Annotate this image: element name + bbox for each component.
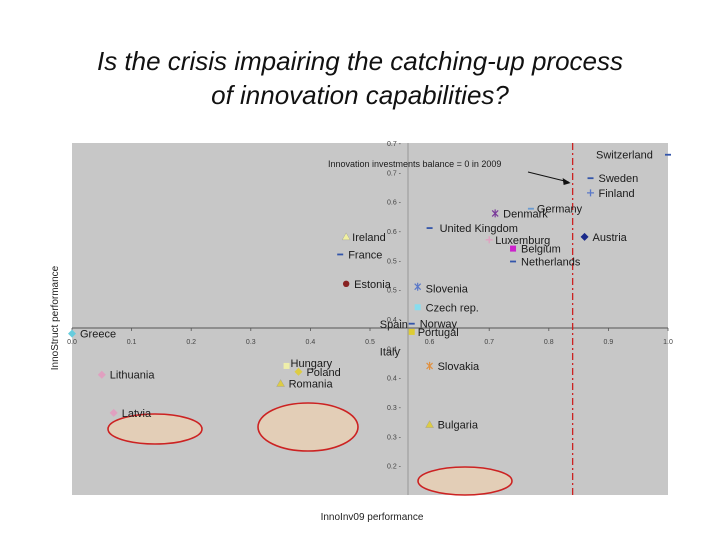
x-tick-label: 1.0	[663, 339, 673, 346]
point-marker-greece	[68, 329, 76, 338]
x-tick-label: 0.3	[246, 339, 256, 346]
point-marker-poland	[294, 367, 303, 376]
point-label-portugal: Portugal	[418, 327, 459, 339]
point-label-switzerland: Switzerland	[596, 150, 653, 162]
y-tick-label: 0.2 -	[387, 464, 402, 471]
point-label-estonia: Estonia	[354, 279, 392, 291]
point-marker-portugal	[408, 328, 415, 335]
annotation-arrow-line	[527, 171, 569, 183]
y-tick-label: 0.6 -	[387, 200, 402, 207]
point-label-ireland: Ireland	[352, 232, 386, 244]
y-tick-label: 0.4 -	[387, 346, 402, 353]
x-tick-label: 0.1	[127, 339, 137, 346]
y-tick-label: 0.4 -	[387, 376, 402, 383]
point-label-bulgaria: Bulgaria	[438, 420, 479, 432]
point-label-belgium: Belgium	[521, 244, 561, 256]
point-marker-lithuania	[97, 370, 106, 379]
point-marker-bulgaria	[425, 420, 434, 428]
x-tick-label: 0.9	[604, 339, 614, 346]
point-marker-slovakia	[426, 361, 434, 370]
highlight-ellipse-bulgaria	[417, 466, 513, 496]
point-label-poland: Poland	[306, 367, 340, 379]
y-tick-label: 0.6 -	[387, 229, 402, 236]
x-tick-label: 0.2	[186, 339, 196, 346]
x-tick-label: 0.4	[306, 339, 316, 346]
point-label-italy: Italy	[380, 346, 401, 358]
annotation-arrow-head	[562, 178, 571, 185]
point-marker-denmark	[491, 209, 499, 218]
x-tick-label: 0.0	[67, 339, 77, 346]
point-marker-latvia	[109, 408, 118, 417]
point-label-sweden: Sweden	[599, 173, 639, 185]
point-label-united-kingdom: United Kingdom	[440, 223, 518, 235]
point-marker-slovenia	[414, 282, 422, 291]
x-tick-label: 0.7	[484, 339, 494, 346]
highlight-ellipse-hungary	[257, 402, 359, 452]
y-tick-label: 0.3 -	[387, 405, 402, 412]
point-marker-austria	[580, 232, 589, 241]
point-label-czech-rep: Czech rep.	[426, 302, 479, 314]
y-tick-label: 0.7 -	[387, 170, 402, 177]
point-marker-hungary	[283, 362, 290, 369]
y-tick-label: 0.7 -	[387, 141, 402, 148]
y-tick-label: 0.5 -	[387, 288, 402, 295]
point-label-greece: Greece	[80, 329, 116, 341]
point-marker-luxemburg	[485, 236, 493, 244]
point-label-denmark: Denmark	[503, 208, 548, 220]
x-tick-label: 0.6	[425, 339, 435, 346]
plot-area: 0.0 0.1 0.2 0.3 0.4 0.5 0.6 0.7 0.8 0.9 1.0 0.7 - 0.…	[50, 141, 673, 523]
x-axis-title: InnoInv09 performance	[321, 512, 424, 523]
point-label-lithuania: Lithuania	[110, 370, 156, 382]
point-label-luxemburg: Luxemburg	[495, 235, 550, 247]
point-label-slovenia: Slovenia	[426, 284, 469, 296]
y-tick-label: 0.3 -	[387, 434, 402, 441]
point-marker-romania	[276, 379, 285, 387]
x-tick-label: 0.5	[365, 339, 375, 346]
highlight-ellipse-lithuania	[107, 413, 203, 445]
point-label-austria: Austria	[593, 232, 628, 244]
point-label-norway: Norway	[420, 319, 458, 331]
point-marker-estonia	[342, 280, 350, 287]
point-label-netherlands: Netherlands	[521, 257, 581, 269]
y-tick-label: 0.4 -	[387, 317, 402, 324]
point-marker-czech-rep	[414, 304, 421, 311]
x-tick-label: 0.8	[544, 339, 554, 346]
slide-title-line-1: Is the crisis impairing the catching-up …	[96, 46, 623, 76]
point-marker-belgium	[510, 245, 517, 252]
slide-title: Is the crisis impairing the catching-up …	[0, 44, 720, 112]
point-marker-ireland	[341, 232, 351, 241]
point-label-slovakia: Slovakia	[438, 361, 480, 373]
point-label-latvia: Latvia	[122, 408, 152, 420]
y-axis-title: InnoStruct performance	[50, 265, 61, 370]
point-label-finland: Finland	[599, 188, 635, 200]
point-label-germany: Germany	[537, 204, 583, 216]
point-label-spain: Spain	[380, 319, 408, 331]
annotation-text: Innovation investments balance = 0 in 20…	[328, 159, 501, 169]
slide-title-line-2: of innovation capabilities?	[211, 80, 509, 110]
y-tick-label: 0.5 -	[387, 258, 402, 265]
point-label-france: France	[348, 249, 382, 261]
point-label-romania: Romania	[289, 379, 334, 391]
point-marker-finland	[587, 189, 595, 197]
point-label-hungary: Hungary	[291, 358, 333, 370]
